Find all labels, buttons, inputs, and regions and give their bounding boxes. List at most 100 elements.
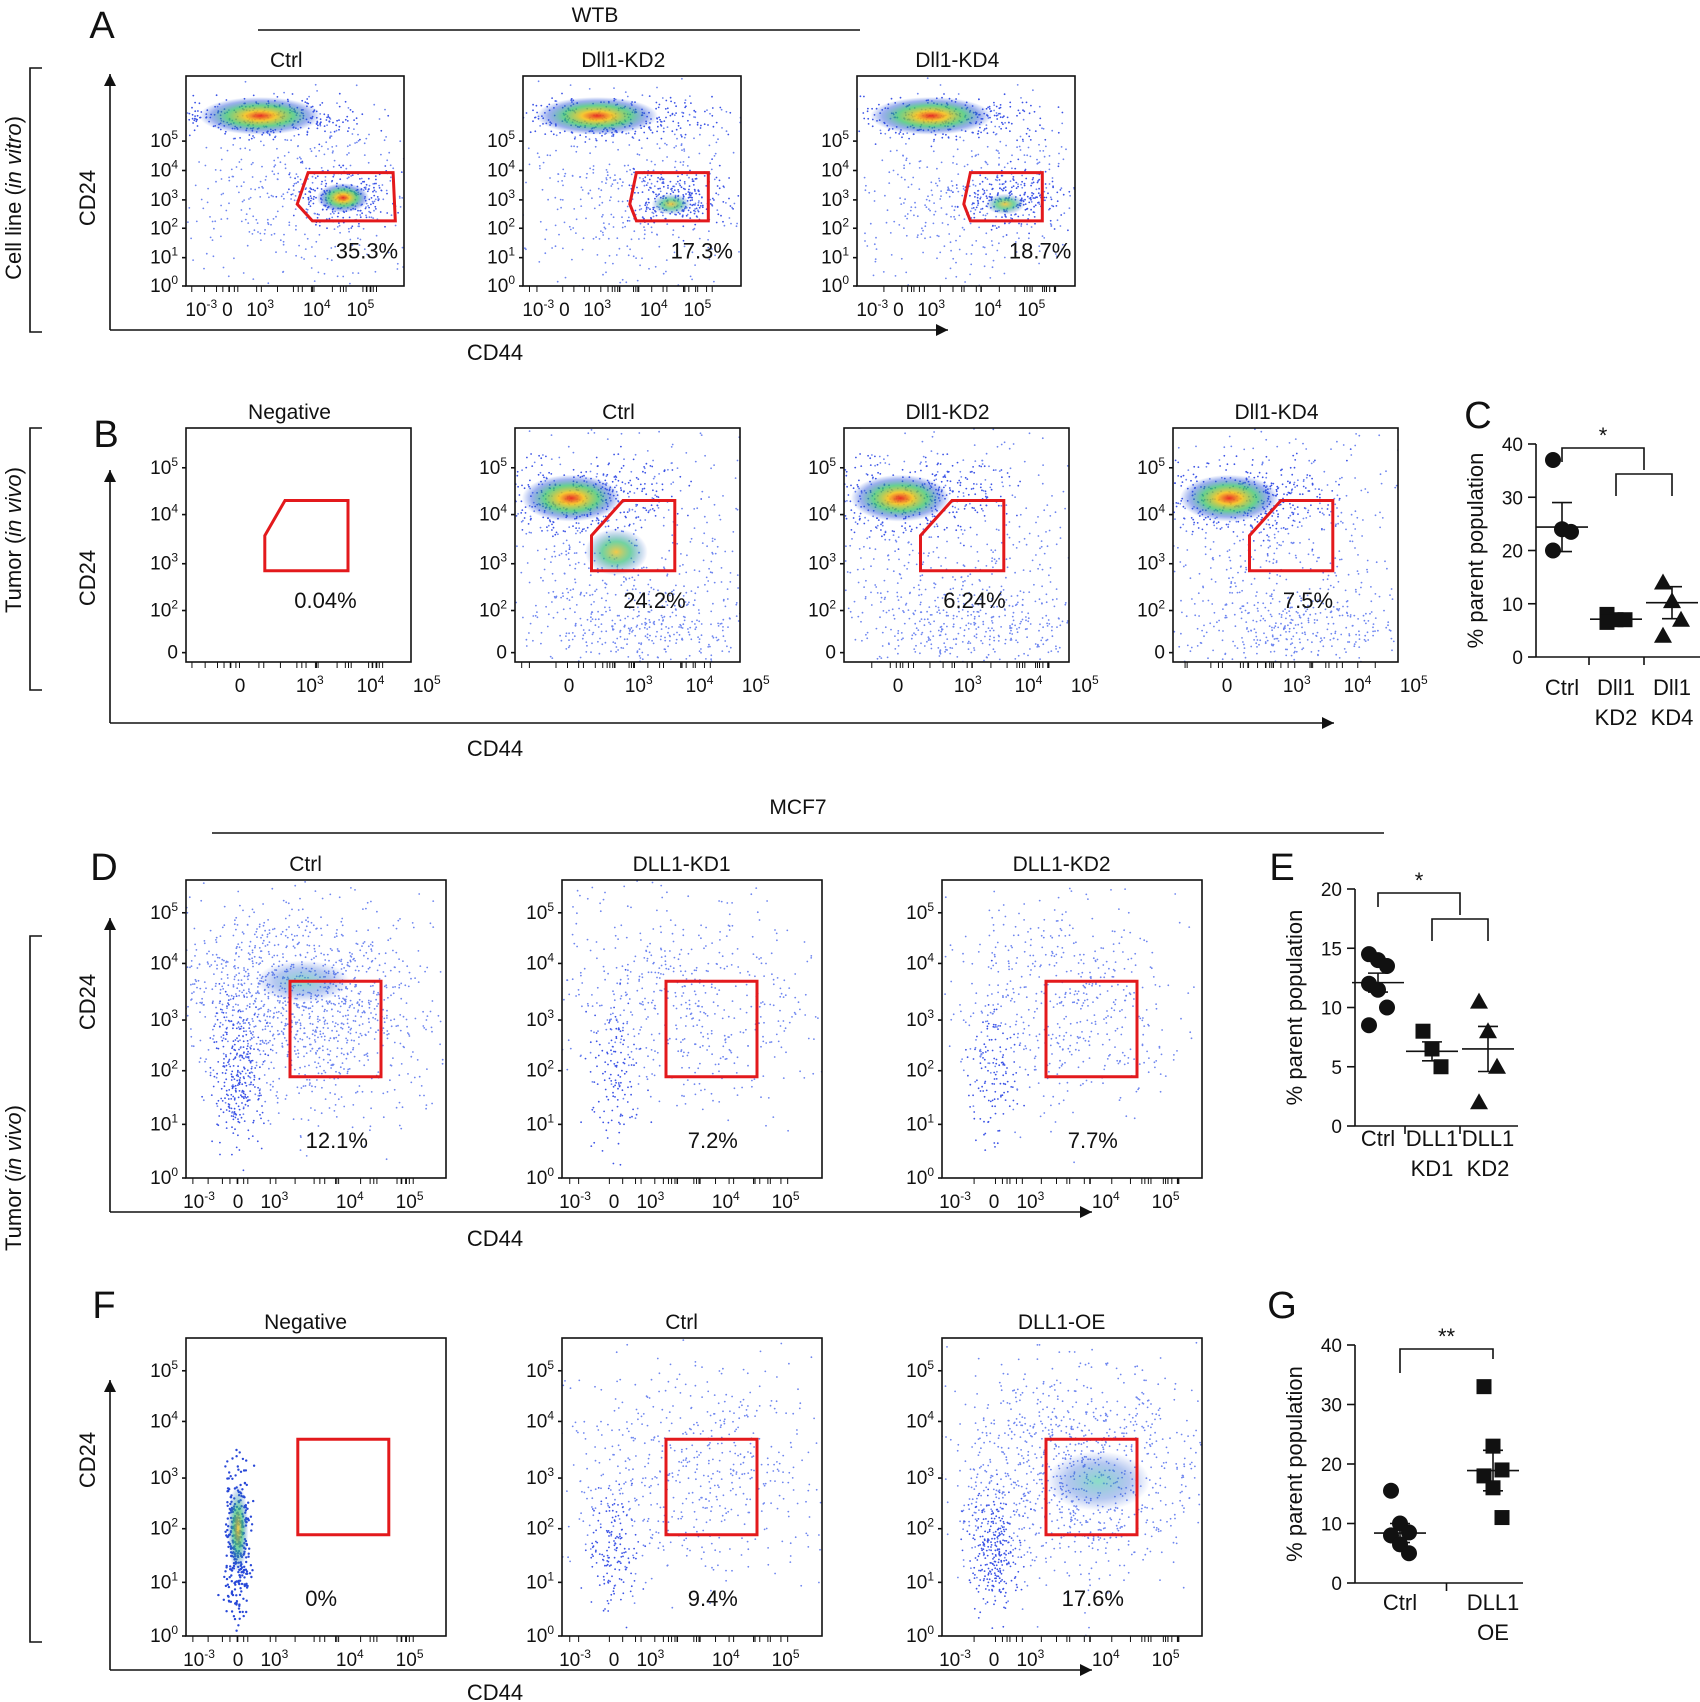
- event-dot: [952, 155, 955, 158]
- event-dot: [323, 293, 325, 295]
- event-dot: [1083, 246, 1085, 248]
- event-dot: [695, 626, 698, 629]
- event-dot: [1002, 589, 1005, 591]
- event-dot: [902, 154, 904, 157]
- event-dot: [996, 176, 999, 179]
- event-dot: [939, 612, 941, 615]
- event-dot: [870, 565, 872, 568]
- event-dot: [593, 432, 596, 434]
- event-dot: [681, 637, 683, 640]
- event-dot: [585, 176, 588, 179]
- event-dot: [646, 137, 649, 140]
- event-dot: [921, 574, 924, 577]
- event-dot: [651, 483, 653, 485]
- event-dot: [905, 143, 907, 145]
- event-dot: [1062, 490, 1065, 493]
- event-dot: [1023, 193, 1026, 196]
- event-dot: [454, 539, 456, 541]
- event-dot: [550, 561, 552, 563]
- event-dot: [188, 207, 191, 209]
- event-dot: [830, 488, 832, 490]
- event-dot: [991, 244, 994, 247]
- event-dot: [590, 463, 593, 465]
- event-dot: [713, 503, 716, 506]
- event-dot: [726, 598, 729, 600]
- event-dot: [683, 619, 686, 622]
- event-dot: [625, 132, 628, 135]
- event-dot: [963, 165, 966, 168]
- event-dot: [194, 115, 197, 117]
- event-dot: [288, 173, 291, 176]
- event-dot: [1034, 204, 1037, 207]
- event-dot: [933, 582, 935, 585]
- event-dot: [994, 178, 997, 181]
- event-dot: [511, 478, 513, 480]
- event-dot: [857, 615, 860, 618]
- density-hotspot: [870, 97, 993, 135]
- event-dot: [539, 167, 541, 170]
- event-dot: [641, 94, 644, 97]
- event-dot: [843, 667, 845, 669]
- event-dot: [845, 545, 847, 548]
- event-dot: [924, 204, 926, 207]
- event-dot: [1060, 146, 1063, 148]
- event-dot: [554, 533, 557, 536]
- event-dot: [940, 207, 943, 209]
- event-dot: [465, 528, 467, 530]
- event-dot: [627, 254, 630, 257]
- event-dot: [290, 139, 292, 142]
- event-dot: [989, 629, 991, 632]
- event-dot: [554, 196, 557, 199]
- event-dot: [414, 229, 416, 231]
- event-dot: [890, 97, 893, 100]
- event-dot: [906, 568, 908, 570]
- event-dot: [722, 458, 724, 460]
- tick-base: 10: [479, 601, 500, 622]
- event-dot: [956, 187, 958, 190]
- event-dot: [638, 614, 640, 617]
- event-dot: [575, 684, 577, 686]
- event-dot: [595, 139, 598, 142]
- event-dot: [779, 187, 781, 189]
- event-dot: [515, 123, 517, 125]
- event-dot: [196, 125, 199, 127]
- event-dot: [631, 508, 634, 511]
- gate-percent: 35.3%: [336, 239, 398, 264]
- event-dot: [552, 590, 555, 593]
- event-dot: [556, 280, 559, 283]
- event-dot: [540, 631, 543, 634]
- event-dot: [678, 673, 680, 675]
- event-dot: [1147, 590, 1149, 592]
- event-dot: [957, 536, 960, 539]
- event-dot: [656, 130, 658, 133]
- event-dot: [525, 248, 527, 251]
- event-dot: [648, 267, 650, 270]
- event-dot: [907, 561, 910, 564]
- event-dot: [338, 222, 340, 225]
- event-dot: [830, 536, 832, 538]
- event-dot: [676, 542, 679, 545]
- event-dot: [671, 130, 674, 133]
- event-dot: [239, 137, 242, 139]
- event-dot: [619, 635, 622, 638]
- event-dot: [626, 245, 629, 248]
- event-dot: [636, 624, 639, 627]
- event-dot: [1016, 114, 1018, 117]
- event-dot: [1150, 453, 1152, 455]
- event-dot: [292, 189, 295, 192]
- event-dot: [446, 607, 448, 609]
- event-dot: [988, 667, 990, 669]
- event-dot: [601, 215, 603, 218]
- event-dot: [758, 535, 760, 537]
- event-dot: [344, 118, 347, 121]
- event-dot: [1021, 138, 1024, 141]
- event-dot: [722, 626, 724, 628]
- event-dot: [907, 609, 910, 611]
- event-dot: [934, 210, 937, 213]
- event-dot: [511, 526, 513, 528]
- event-dot: [1017, 183, 1019, 186]
- event-dot: [991, 188, 994, 191]
- event-dot: [346, 120, 349, 122]
- event-dot: [602, 273, 604, 276]
- event-dot: [714, 254, 716, 257]
